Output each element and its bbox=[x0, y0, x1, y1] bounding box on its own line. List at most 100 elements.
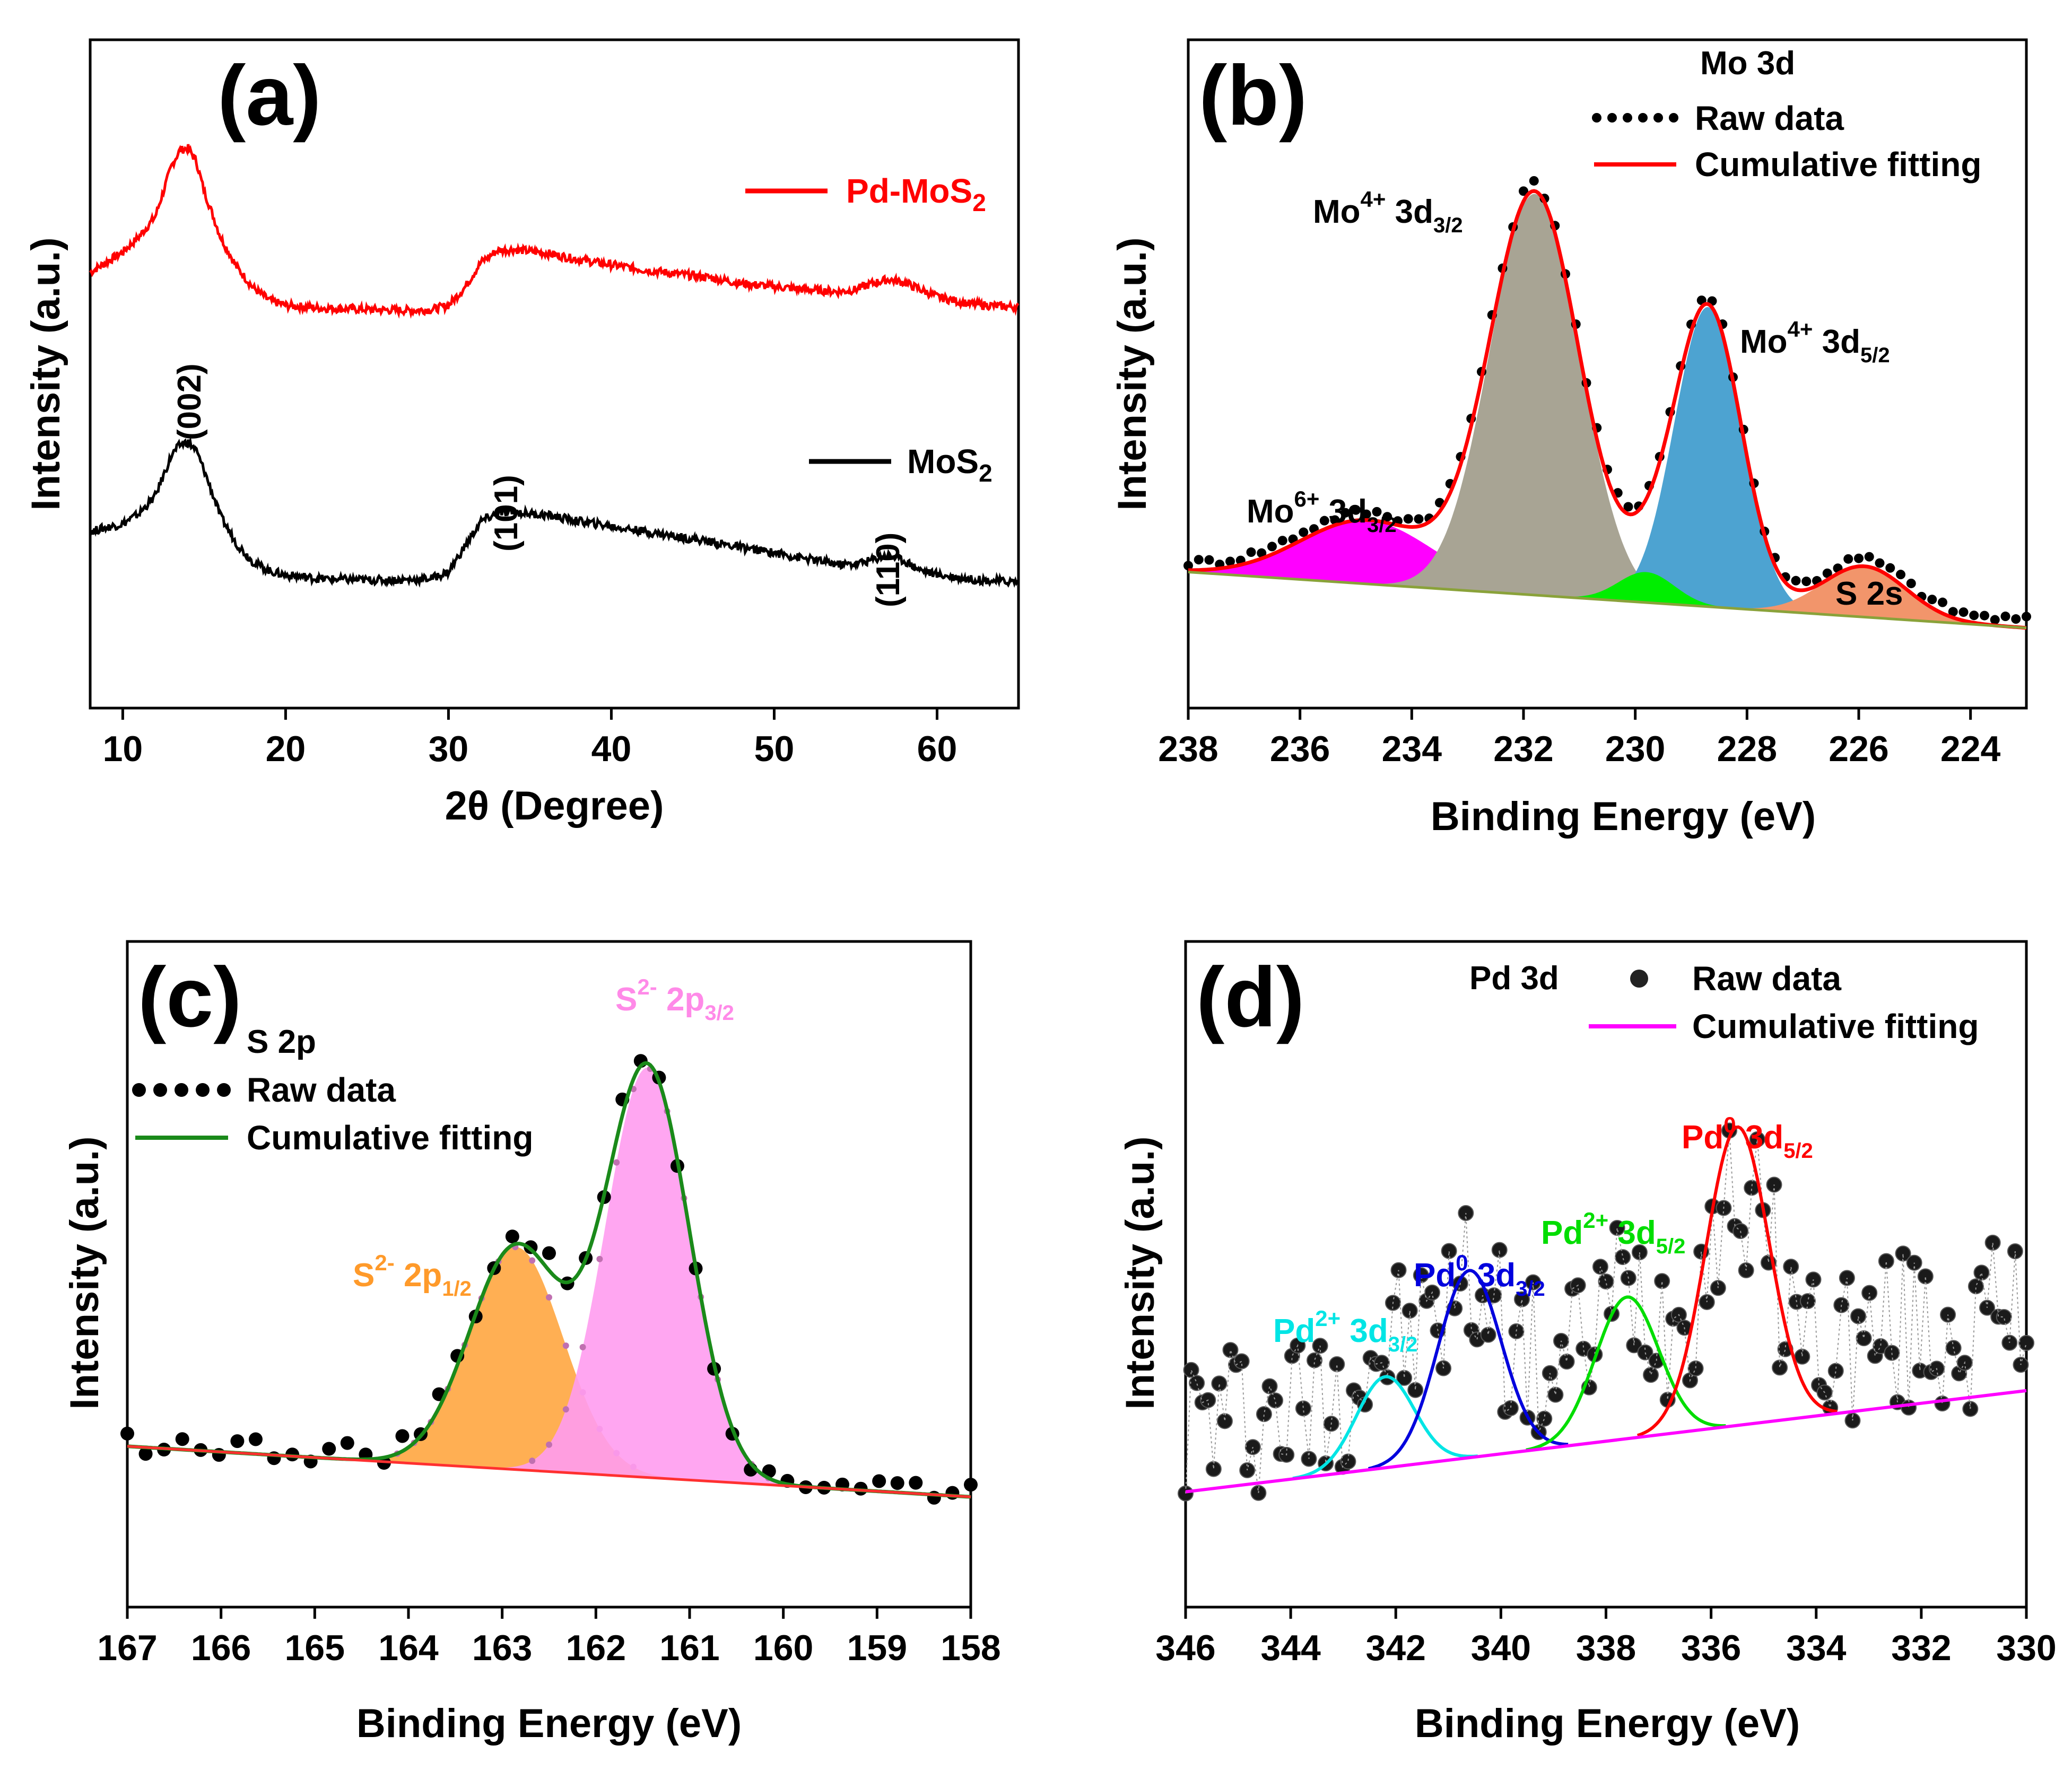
panel-a-x-tick-label: 40 bbox=[591, 729, 632, 769]
panel-b-frame bbox=[1187, 38, 2028, 710]
panel-d-peak-fits bbox=[1185, 1125, 2027, 1494]
c-peak-dot bbox=[562, 1406, 569, 1413]
panel-d-raw-data-point bbox=[1984, 1234, 2001, 1251]
panel-d-raw-data-point bbox=[1295, 1400, 1311, 1417]
label-mo4-3d32: Mo4+ 3d3/2 bbox=[1313, 187, 1463, 237]
legend-raw-dot bbox=[196, 1083, 210, 1097]
b-raw-data-point bbox=[2000, 612, 2010, 622]
panel-b-x-tick-label: 224 bbox=[1940, 729, 2001, 769]
ann-pd: Pd bbox=[1414, 1257, 1456, 1294]
panel-d-raw-data-point bbox=[1749, 1131, 1765, 1147]
c-peak-dot bbox=[596, 1255, 603, 1262]
ann-2plus: 2+ bbox=[1583, 1208, 1608, 1233]
ann-0: 0 bbox=[1723, 1112, 1736, 1137]
panel-b-label: (b) bbox=[1199, 48, 1307, 143]
legend-raw-data-label: Raw data bbox=[1695, 99, 1844, 137]
panel-d-raw-data-point bbox=[1205, 1461, 1222, 1477]
legend-raw-data-marker bbox=[1630, 970, 1648, 988]
label-pd2-3d52: Pd2+ 3d5/2 bbox=[1541, 1208, 1685, 1258]
ann-1-2: 1/2 bbox=[442, 1277, 472, 1301]
ann-3d: 3d bbox=[1736, 1119, 1784, 1156]
peak-label-110: (110) bbox=[870, 533, 907, 607]
panel-d-legend: Raw data Cumulative fitting bbox=[1589, 959, 1979, 1045]
panel-d-raw-data-point bbox=[1856, 1330, 1872, 1347]
panel-d-x-tick-label: 346 bbox=[1155, 1628, 1215, 1668]
ann-2p: 2p bbox=[395, 1257, 442, 1294]
panel-d-peak-curve-0 bbox=[1292, 1375, 1478, 1480]
b-raw-data-point bbox=[1958, 607, 1969, 617]
c-raw-data-point bbox=[230, 1434, 245, 1449]
panel-d-raw-data-point bbox=[1547, 1386, 1564, 1403]
ann-3d: 3d bbox=[1386, 194, 1433, 230]
panel-c-x-axis-title: Binding Energy (eV) bbox=[356, 1701, 742, 1746]
panel-b-x-tick-label: 238 bbox=[1158, 729, 1218, 769]
panel-c-x-tick-label: 165 bbox=[285, 1628, 345, 1668]
b-raw-data-point bbox=[1938, 597, 1947, 607]
ann-0: 0 bbox=[1456, 1250, 1468, 1275]
c-raw-data-point bbox=[322, 1442, 336, 1456]
panel-d-raw-data-point bbox=[1559, 1354, 1575, 1370]
panel-d-raw-data-point bbox=[1917, 1268, 1934, 1285]
panel-d-raw-data-point bbox=[1502, 1400, 1519, 1416]
panel-b-legend: Raw data Cumulative fitting bbox=[1592, 99, 1981, 184]
b-raw-data-point bbox=[1854, 553, 1864, 563]
ann-mo: Mo bbox=[1247, 493, 1294, 530]
c-raw-data-point bbox=[505, 1229, 519, 1244]
panel-d-x-tick-label: 330 bbox=[1996, 1628, 2056, 1668]
b-raw-data-point bbox=[1225, 556, 1235, 566]
panel-d-raw-data-point bbox=[1491, 1242, 1508, 1258]
b-raw-data-point bbox=[1969, 610, 1979, 621]
ann-3d: 3d bbox=[1813, 324, 1860, 360]
panel-d-pd3d: 346 344 342 340 338 336 334 332 330 (d) Pd 3d Ra… bbox=[1118, 940, 2057, 1746]
b-raw-data-point bbox=[2022, 612, 2031, 622]
legend-mos2-name: MoS bbox=[907, 442, 979, 481]
panel-a-x-axis-title: 2θ (Degree) bbox=[445, 783, 664, 828]
c-raw-data-point bbox=[872, 1474, 886, 1488]
panel-c-x-tick-label: 167 bbox=[97, 1628, 157, 1668]
ann-3-2: 3/2 bbox=[1367, 513, 1397, 537]
b-raw-data-point bbox=[1906, 578, 1916, 588]
panel-c-x-tick-label: 164 bbox=[378, 1628, 439, 1668]
panel-d-x-tick-label: 336 bbox=[1681, 1628, 1741, 1668]
panel-d-raw-data-point bbox=[1536, 1410, 1553, 1427]
panel-d-x-axis-title: Binding Energy (eV) bbox=[1415, 1701, 1800, 1746]
b-raw-data-point bbox=[1519, 186, 1528, 196]
ann-pd: Pd bbox=[1541, 1215, 1583, 1251]
panel-d-raw-data-point bbox=[1827, 1363, 1844, 1379]
b-raw-data-point bbox=[1414, 514, 1424, 524]
panel-b-x-tick-label: 228 bbox=[1717, 729, 1777, 769]
panel-a-label: (a) bbox=[217, 48, 321, 143]
b-raw-data-point bbox=[1623, 502, 1633, 512]
panel-d-raw-data-point bbox=[1783, 1259, 1799, 1275]
panel-d-raw-data-point bbox=[1178, 1485, 1194, 1502]
panel-b-x-tick-label: 234 bbox=[1382, 729, 1442, 769]
panel-d-raw-data-point bbox=[1329, 1356, 1345, 1372]
b-raw-data-point bbox=[1980, 610, 1989, 621]
legend-raw-dot bbox=[1623, 113, 1632, 123]
label-mo6-3d32: Mo6+ 3d3/2 bbox=[1247, 486, 1397, 537]
c-raw-data-point bbox=[964, 1478, 978, 1492]
b-raw-data-point bbox=[2011, 614, 2021, 624]
legend-fit-label: Cumulative fitting bbox=[1692, 1007, 1979, 1045]
panel-c-cumulative-fit bbox=[127, 1061, 971, 1499]
panel-d-raw-data-point bbox=[1967, 1278, 1984, 1295]
panel-d-raw-data-point bbox=[1615, 1249, 1631, 1266]
panel-d-raw-data-point bbox=[1996, 1308, 2012, 1325]
panel-d-x-tick-label: 334 bbox=[1786, 1628, 1847, 1668]
b-raw-data-point bbox=[1990, 615, 2000, 625]
b-peak-fill-1 bbox=[1188, 194, 2026, 628]
panel-d-raw-data-point bbox=[1189, 1375, 1205, 1391]
c-raw-data-point bbox=[138, 1447, 153, 1461]
legend-raw-dot bbox=[1653, 113, 1663, 123]
c-raw-data-point bbox=[248, 1432, 263, 1446]
panel-c-label: (c) bbox=[138, 949, 242, 1044]
panel-b-x-tick-label: 226 bbox=[1829, 729, 1888, 769]
legend-mos2-subscript: 2 bbox=[979, 459, 993, 487]
panel-a-y-axis-title: Intensity (a.u.) bbox=[23, 237, 68, 510]
panel-d-x-tick-label: 344 bbox=[1260, 1628, 1321, 1668]
panel-c-frame bbox=[126, 940, 972, 1609]
ann-4plus: 4+ bbox=[1788, 317, 1813, 342]
b-raw-data-point bbox=[1864, 552, 1874, 562]
label-pd0-3d32: Pd0 3d3/2 bbox=[1414, 1250, 1545, 1301]
